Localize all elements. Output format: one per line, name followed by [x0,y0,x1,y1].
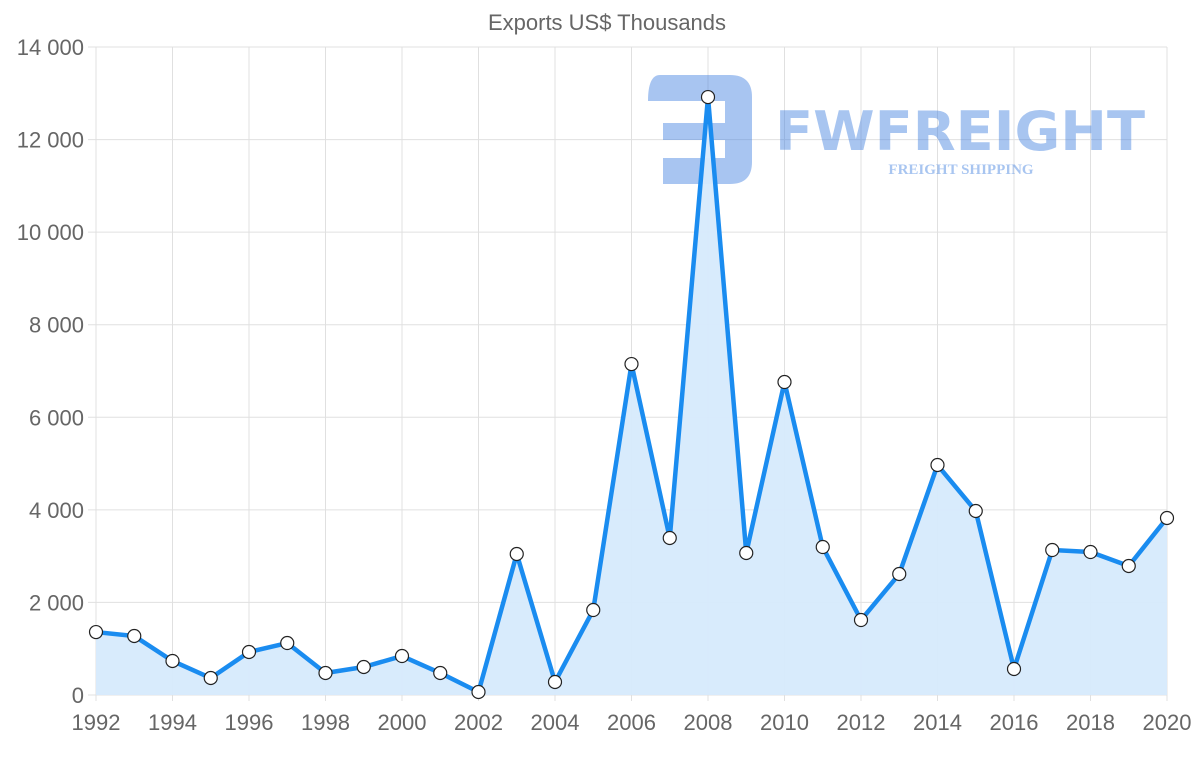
data-point-2016 [1006,661,1022,677]
x-tick-label: 2014 [913,710,962,735]
data-point-2008 [700,89,716,105]
data-point-2013 [892,566,907,582]
series-area-fill [96,97,1167,695]
chart-title: Exports US$ Thousands [488,10,726,35]
x-tick-label: 2004 [531,710,580,735]
y-tick-label: 8 000 [29,313,84,338]
data-point-1998 [318,665,333,681]
data-point-2006 [624,356,639,372]
data-point-1997 [280,635,295,651]
data-point-2001 [433,665,448,681]
y-tick-label: 14 000 [17,35,84,60]
x-tick-label: 2012 [837,710,886,735]
y-tick-label: 0 [72,683,84,708]
x-tick-label: 2002 [454,710,503,735]
data-point-2009 [739,545,754,561]
data-point-2019 [1121,558,1136,574]
data-point-2017 [1045,542,1060,558]
data-point-2003 [509,546,524,562]
data-point-2005 [586,602,601,618]
x-tick-label: 2008 [684,710,733,735]
data-point-2000 [394,648,410,664]
data-point-1992 [88,624,104,640]
data-point-2014 [930,457,945,473]
data-point-2018 [1083,544,1098,560]
data-point-2004 [547,674,563,690]
data-point-1996 [241,644,257,660]
data-point-1995 [203,670,218,686]
y-tick-label: 10 000 [17,220,84,245]
x-tick-label: 1994 [148,710,197,735]
x-tick-label: 1992 [72,710,121,735]
data-point-1993 [127,628,142,644]
y-tick-label: 12 000 [17,128,84,153]
fwfreight-watermark-logo: FWFREIGHT FREIGHT SHIPPING [648,75,1145,184]
data-point-2007 [662,530,677,546]
x-tick-label: 2006 [607,710,656,735]
data-point-2020 [1159,510,1175,526]
x-tick-label: 2010 [760,710,809,735]
x-tick-label: 2000 [378,710,427,735]
x-tick-label: 1998 [301,710,350,735]
x-tick-label: 2020 [1143,710,1192,735]
data-point-2010 [777,374,792,390]
data-point-2002 [471,684,486,700]
watermark-brand: FWFREIGHT [775,100,1145,163]
x-tick-label: 2018 [1066,710,1115,735]
y-tick-label: 2 000 [29,590,84,615]
x-tick-label: 2016 [990,710,1039,735]
watermark-tagline: FREIGHT SHIPPING [888,162,1033,178]
data-point-2012 [853,612,869,628]
data-point-1999 [356,659,371,675]
data-point-2011 [815,539,830,555]
y-tick-label: 6 000 [29,405,84,430]
data-point-2015 [968,503,983,519]
x-tick-label: 1996 [225,710,274,735]
axes: 0 2 000 4 000 6 000 8 000 10 000 12 000 14 000 1… [17,35,1192,735]
y-tick-label: 4 000 [29,498,84,523]
series [88,89,1175,700]
data-point-1994 [165,653,180,669]
